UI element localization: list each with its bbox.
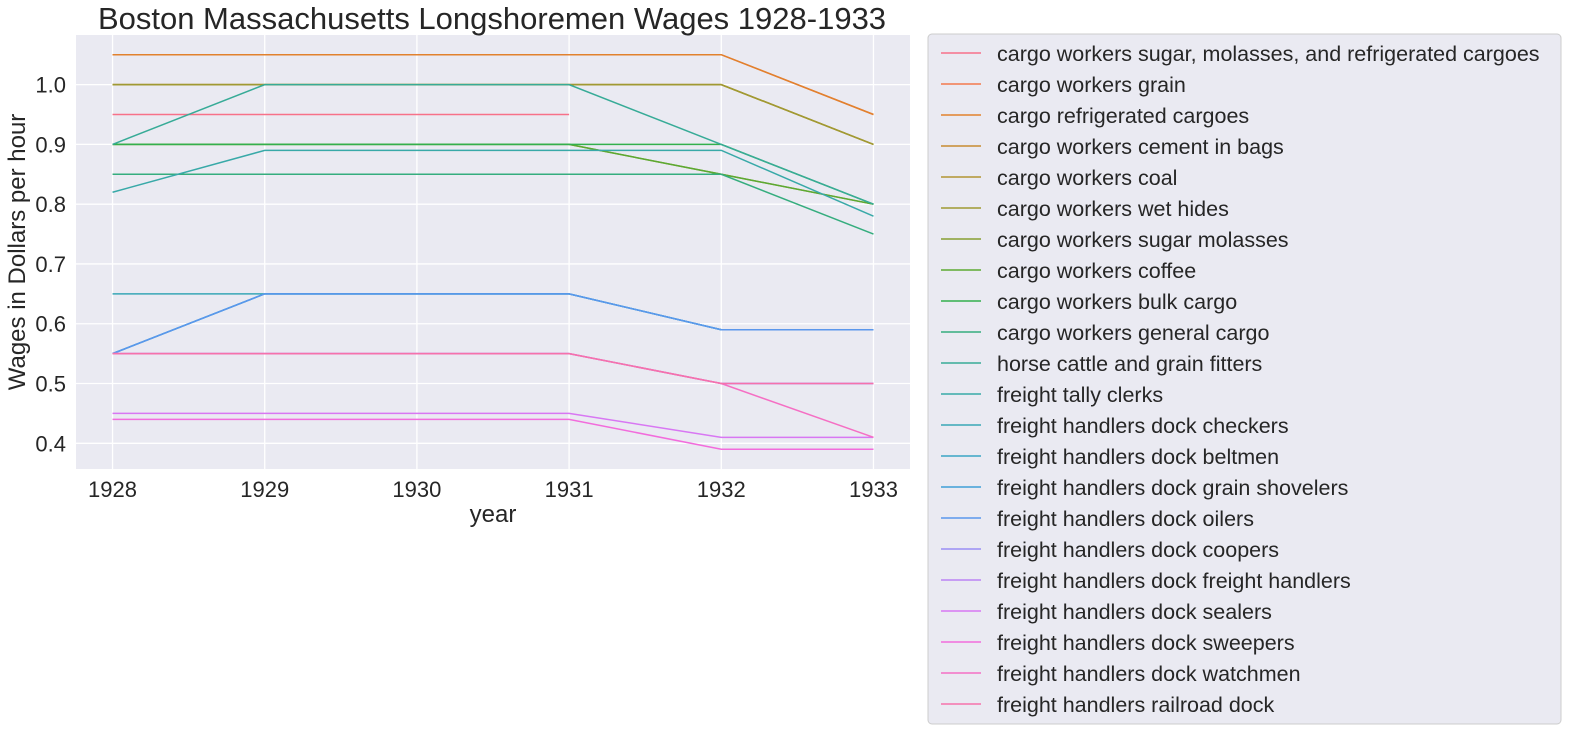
legend-item: cargo workers general cargo [941, 321, 1270, 345]
legend-item: freight handlers dock sweepers [941, 631, 1295, 655]
x-tick-label: 1933 [849, 477, 898, 502]
legend-label: cargo workers bulk cargo [997, 290, 1237, 314]
legend-label: freight tally clerks [997, 383, 1163, 407]
legend-item: freight handlers dock checkers [941, 414, 1289, 438]
legend-item: cargo workers sugar, molasses, and refri… [941, 42, 1540, 66]
legend-label: cargo workers sugar, molasses, and refri… [997, 42, 1540, 66]
y-tick-label: 0.6 [35, 312, 66, 337]
legend-label: cargo workers wet hides [997, 197, 1229, 221]
legend-label: cargo workers coffee [997, 259, 1196, 283]
legend-label: cargo workers general cargo [997, 321, 1270, 345]
series-line [112, 418, 874, 451]
series-line [112, 173, 874, 235]
legend-label: cargo workers grain [997, 73, 1186, 97]
legend-item: freight handlers dock freight handlers [941, 569, 1351, 593]
x-axis-label: year [470, 501, 517, 528]
legend-label: freight handlers dock sweepers [997, 631, 1295, 655]
y-tick-labels: 0.4 0.5 0.6 0.7 0.8 0.9 1.0 [35, 73, 66, 457]
legend-item: freight handlers dock sealers [941, 600, 1272, 624]
legend-label: freight handlers dock oilers [997, 507, 1254, 531]
x-tick-labels: 1928 1929 1930 1931 1932 1933 [88, 477, 898, 502]
series-line [112, 83, 874, 205]
legend-label: freight handlers dock coopers [997, 538, 1279, 562]
legend-label: cargo workers sugar molasses [997, 228, 1289, 252]
legend-label: cargo refrigerated cargoes [997, 104, 1249, 128]
legend-item: freight handlers dock oilers [941, 507, 1254, 531]
y-tick-label: 0.9 [35, 132, 66, 157]
legend-label: freight handlers dock watchmen [997, 662, 1301, 686]
y-tick-label: 0.8 [35, 192, 66, 217]
y-tick-label: 1.0 [35, 73, 66, 98]
legend-item: freight handlers dock grain shovelers [941, 476, 1348, 500]
chart-title: Boston Massachusetts Longshoremen Wages … [98, 1, 886, 36]
legend-label: freight handlers dock freight handlers [997, 569, 1351, 593]
legend: cargo workers sugar, molasses, and refri… [927, 33, 1562, 725]
legend-item: freight tally clerks [941, 383, 1163, 407]
legend-item: cargo workers coffee [941, 259, 1196, 283]
legend-item: freight handlers railroad dock [941, 693, 1275, 717]
y-axis-label: Wages in Dollars per hour [4, 114, 31, 391]
x-tick-label: 1928 [88, 477, 137, 502]
series-lines [112, 53, 874, 451]
legend-label: freight handlers dock sealers [997, 600, 1272, 624]
x-tick-label: 1930 [392, 477, 441, 502]
legend-item: cargo workers bulk cargo [941, 290, 1237, 314]
y-tick-label: 0.4 [35, 431, 66, 456]
legend-item: freight handlers dock beltmen [941, 445, 1279, 469]
x-tick-label: 1929 [240, 477, 289, 502]
legend-item: cargo workers coal [941, 166, 1177, 190]
series-line [112, 412, 874, 439]
legend-item: cargo workers wet hides [941, 197, 1229, 221]
series-line [112, 149, 874, 217]
legend-label: freight handlers railroad dock [997, 693, 1275, 717]
series-line [112, 53, 874, 116]
legend-label: freight handlers dock grain shovelers [997, 476, 1348, 500]
legend-label: horse cattle and grain fitters [997, 352, 1262, 376]
legend-frame [927, 33, 1562, 725]
legend-item: cargo workers sugar molasses [941, 228, 1289, 252]
legend-entries: cargo workers sugar, molasses, and refri… [941, 42, 1540, 717]
series-line [112, 293, 874, 355]
legend-item: cargo workers cement in bags [941, 135, 1284, 159]
legend-item: cargo workers grain [941, 73, 1186, 97]
legend-label: freight handlers dock beltmen [997, 445, 1279, 469]
x-tick-label: 1931 [545, 477, 594, 502]
legend-label: freight handlers dock checkers [997, 414, 1289, 438]
legend-item: cargo refrigerated cargoes [941, 104, 1249, 128]
legend-item: horse cattle and grain fitters [941, 352, 1262, 376]
y-tick-label: 0.7 [35, 252, 66, 277]
legend-label: cargo workers cement in bags [997, 135, 1284, 159]
legend-item: freight handlers dock watchmen [941, 662, 1301, 686]
legend-label: cargo workers coal [997, 166, 1177, 190]
plot-area [76, 35, 910, 469]
x-tick-label: 1932 [697, 477, 746, 502]
legend-item: freight handlers dock coopers [941, 538, 1279, 562]
y-tick-label: 0.5 [35, 372, 66, 397]
series-line [112, 352, 874, 385]
